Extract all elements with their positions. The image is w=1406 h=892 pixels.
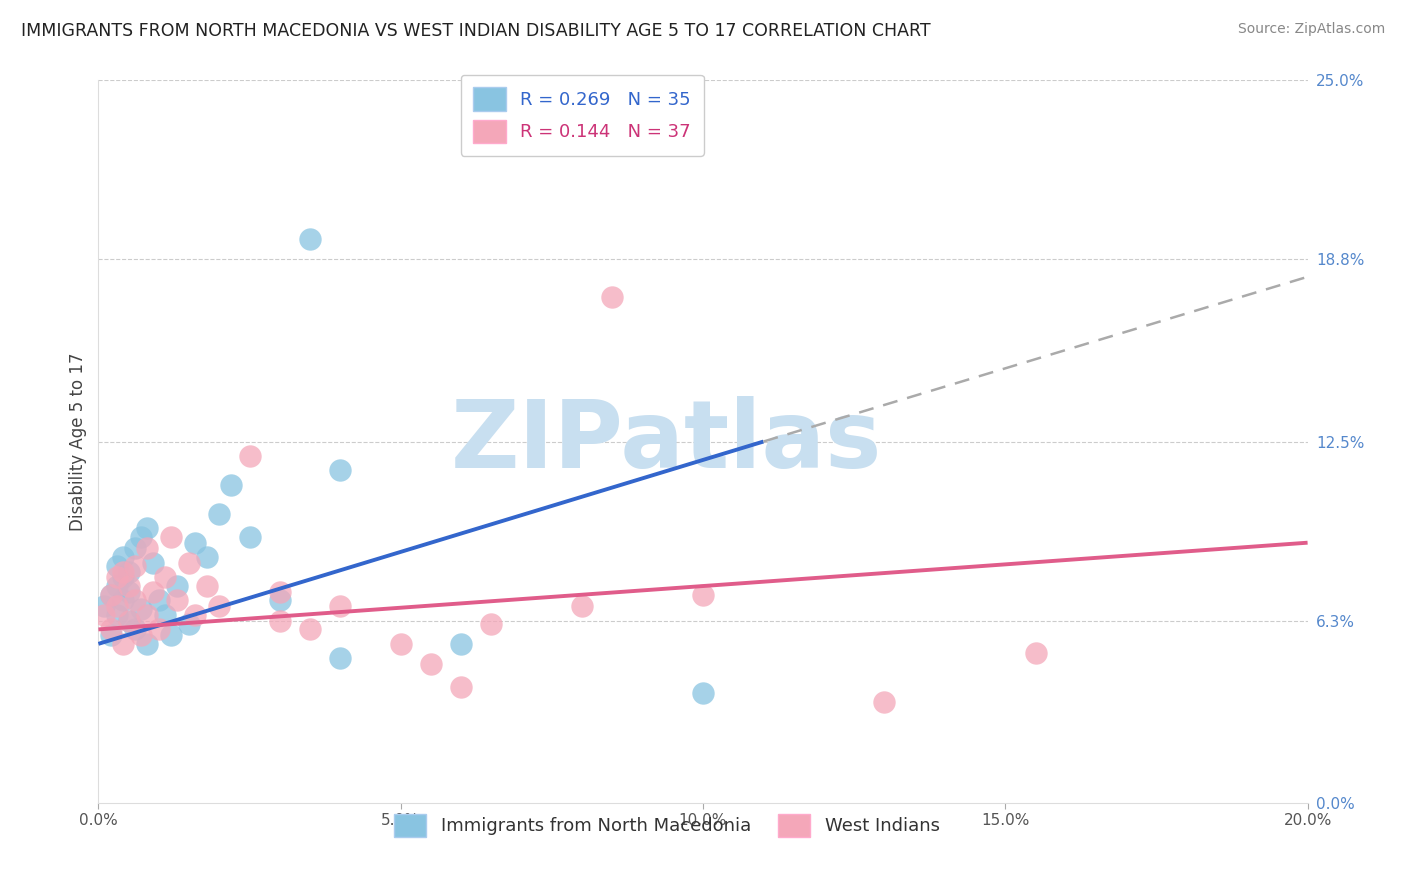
Point bbox=[195, 550, 218, 565]
Point bbox=[135, 607, 157, 622]
Point bbox=[118, 614, 141, 628]
Point bbox=[450, 680, 472, 694]
Point bbox=[111, 550, 134, 565]
Point bbox=[208, 599, 231, 614]
Point bbox=[135, 521, 157, 535]
Point bbox=[135, 637, 157, 651]
Point bbox=[124, 623, 146, 637]
Point bbox=[389, 637, 412, 651]
Text: IMMIGRANTS FROM NORTH MACEDONIA VS WEST INDIAN DISABILITY AGE 5 TO 17 CORRELATIO: IMMIGRANTS FROM NORTH MACEDONIA VS WEST … bbox=[21, 22, 931, 40]
Point bbox=[124, 558, 146, 573]
Point bbox=[153, 607, 176, 622]
Point bbox=[692, 588, 714, 602]
Point bbox=[481, 616, 503, 631]
Point bbox=[153, 570, 176, 584]
Text: ZIPatlas: ZIPatlas bbox=[451, 395, 883, 488]
Point bbox=[692, 686, 714, 700]
Point bbox=[179, 556, 201, 570]
Point bbox=[179, 616, 201, 631]
Point bbox=[100, 588, 122, 602]
Point bbox=[105, 579, 128, 593]
Point bbox=[118, 614, 141, 628]
Point bbox=[450, 637, 472, 651]
Point bbox=[299, 232, 322, 246]
Point bbox=[105, 558, 128, 573]
Point bbox=[148, 623, 170, 637]
Point bbox=[100, 623, 122, 637]
Point bbox=[105, 599, 128, 614]
Point bbox=[160, 628, 183, 642]
Point bbox=[184, 535, 207, 549]
Point bbox=[142, 584, 165, 599]
Point bbox=[100, 628, 122, 642]
Point bbox=[93, 607, 115, 622]
Point bbox=[329, 651, 352, 665]
Point bbox=[111, 637, 134, 651]
Point bbox=[118, 579, 141, 593]
Point bbox=[142, 556, 165, 570]
Point bbox=[195, 579, 218, 593]
Point bbox=[239, 530, 262, 544]
Point bbox=[602, 290, 624, 304]
Point bbox=[129, 530, 152, 544]
Point bbox=[124, 593, 146, 607]
Point bbox=[105, 570, 128, 584]
Point bbox=[111, 565, 134, 579]
Point bbox=[571, 599, 593, 614]
Point bbox=[160, 530, 183, 544]
Point bbox=[111, 593, 134, 607]
Point bbox=[1024, 646, 1046, 660]
Point bbox=[118, 584, 141, 599]
Point bbox=[420, 657, 443, 671]
Point bbox=[166, 593, 188, 607]
Point bbox=[239, 449, 262, 463]
Point bbox=[208, 507, 231, 521]
Point bbox=[329, 599, 352, 614]
Point bbox=[93, 599, 115, 614]
Point bbox=[111, 570, 134, 584]
Point bbox=[100, 588, 122, 602]
Point bbox=[873, 695, 896, 709]
Y-axis label: Disability Age 5 to 17: Disability Age 5 to 17 bbox=[69, 352, 87, 531]
Point bbox=[269, 584, 291, 599]
Point bbox=[329, 463, 352, 477]
Text: Source: ZipAtlas.com: Source: ZipAtlas.com bbox=[1237, 22, 1385, 37]
Point bbox=[184, 607, 207, 622]
Point bbox=[299, 623, 322, 637]
Point bbox=[124, 541, 146, 556]
Point bbox=[135, 541, 157, 556]
Point bbox=[118, 565, 141, 579]
Point bbox=[221, 478, 243, 492]
Point bbox=[166, 579, 188, 593]
Point bbox=[105, 607, 128, 622]
Point bbox=[129, 628, 152, 642]
Point bbox=[129, 602, 152, 616]
Point bbox=[148, 593, 170, 607]
Point bbox=[269, 614, 291, 628]
Legend: Immigrants from North Macedonia, West Indians: Immigrants from North Macedonia, West In… bbox=[387, 806, 948, 845]
Point bbox=[269, 593, 291, 607]
